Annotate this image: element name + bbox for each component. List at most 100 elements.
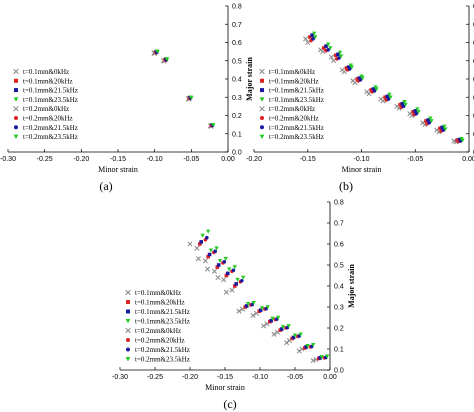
legend-label: t=0.1mm&0kHz — [135, 289, 181, 297]
legend-marker — [14, 125, 18, 130]
data-point — [333, 53, 338, 58]
y-tick-label: 0.1 — [334, 347, 344, 354]
legend-marker — [125, 289, 131, 296]
data-point — [269, 318, 273, 323]
data-point — [298, 332, 303, 337]
series-3 — [199, 240, 322, 360]
legend-marker — [259, 134, 265, 139]
data-point — [386, 97, 391, 101]
legend: t=0.1mm&0kHzt=0.1mm&20kHzt=0.1mm&21.5kHz… — [13, 68, 78, 141]
data-point — [280, 325, 286, 330]
data-point — [223, 256, 228, 261]
series-3 — [310, 33, 462, 142]
legend-marker — [125, 319, 131, 324]
legend-label: t=0.2mm&21.5kHz — [23, 124, 78, 132]
data-point — [401, 104, 406, 109]
data-point — [235, 277, 240, 282]
legend-marker — [259, 68, 265, 75]
legend-marker — [259, 97, 265, 102]
y-tick-label: 0.3 — [334, 305, 344, 312]
data-point — [347, 67, 352, 71]
data-point — [211, 268, 218, 274]
x-tick-label: -0.15 — [110, 156, 126, 163]
data-point — [217, 259, 223, 263]
legend-label: t=0.2mm&23.5kHz — [269, 133, 324, 141]
data-point — [320, 49, 326, 55]
data-point — [387, 92, 392, 97]
data-point — [441, 128, 446, 132]
data-point — [189, 95, 194, 100]
data-point — [398, 102, 402, 107]
y-tick-label: 0.0 — [232, 150, 242, 157]
legend-label: t=0.2mm&21.5kHz — [135, 346, 190, 354]
data-point — [442, 124, 447, 129]
x-tick-label: -0.10 — [354, 156, 370, 163]
data-point — [413, 109, 418, 113]
series-4 — [312, 31, 464, 142]
data-point — [292, 333, 298, 338]
data-point — [385, 94, 390, 99]
legend: t=0.1mm&0kHzt=0.1mm&20kHzt=0.1mm&21.5kHz… — [125, 289, 190, 364]
legend-label: t=0.1mm&23.5kHz — [23, 96, 78, 104]
data-point — [213, 249, 217, 254]
x-tick-label: -0.30 — [0, 156, 16, 163]
data-point — [383, 95, 387, 100]
data-point — [349, 65, 354, 70]
legend-marker — [14, 116, 18, 120]
data-point — [260, 323, 267, 329]
data-point — [195, 256, 201, 262]
data-point — [414, 111, 419, 116]
series-2 — [198, 242, 321, 361]
data-point — [265, 305, 270, 310]
data-point — [232, 265, 237, 270]
data-point — [318, 356, 322, 360]
x-tick-label: -0.10 — [252, 374, 268, 381]
legend-marker — [125, 327, 131, 334]
data-point — [205, 235, 209, 240]
data-point — [457, 137, 462, 142]
legend: t=0.1mm&0kHzt=0.1mm&20kHzt=0.1mm&21.5kHz… — [259, 68, 324, 141]
data-point — [303, 36, 309, 42]
data-point — [276, 315, 281, 320]
legend-marker — [14, 78, 18, 83]
y-tick-label: 0.7 — [334, 221, 344, 228]
x-tick-label: -0.05 — [183, 156, 199, 163]
series-6 — [203, 238, 327, 360]
data-point — [236, 308, 242, 314]
series-8 — [313, 35, 465, 143]
data-point — [224, 273, 229, 278]
panel-caption: (b) — [339, 179, 353, 193]
series-5 — [187, 241, 316, 364]
data-point — [231, 268, 236, 273]
x-tick-label: -0.25 — [147, 374, 163, 381]
data-point — [310, 33, 314, 37]
legend-label: t=0.1mm&20kHz — [135, 299, 185, 307]
data-point — [291, 335, 296, 340]
y-tick-label: 0.5 — [232, 58, 242, 65]
legend-marker — [126, 338, 130, 342]
data-point — [337, 50, 343, 55]
x-tick-label: -0.05 — [287, 374, 303, 381]
y-tick-label: 0.1 — [232, 131, 242, 138]
data-point — [222, 260, 227, 264]
data-point — [215, 275, 221, 281]
legend-marker — [125, 357, 131, 362]
series-7 — [205, 235, 328, 360]
data-point — [443, 127, 448, 132]
y-tick-label: 0.2 — [334, 326, 344, 333]
y-tick-label: 0.0 — [334, 368, 344, 375]
y-tick-label: 0.7 — [232, 22, 242, 29]
y-tick-label: 0.6 — [334, 242, 344, 249]
data-point — [440, 125, 444, 130]
data-point — [427, 121, 432, 125]
legend-label: t=0.1mm&21.5kHz — [23, 87, 78, 95]
series-2 — [308, 35, 459, 142]
data-point — [322, 46, 326, 50]
data-point — [311, 37, 315, 41]
legend-label: t=0.2mm&23.5kHz — [135, 356, 190, 364]
data-point — [206, 254, 210, 259]
x-tick-label: 0.00 — [323, 374, 337, 381]
legend-marker — [13, 97, 19, 102]
data-point — [202, 258, 208, 264]
legend-marker — [260, 78, 264, 83]
